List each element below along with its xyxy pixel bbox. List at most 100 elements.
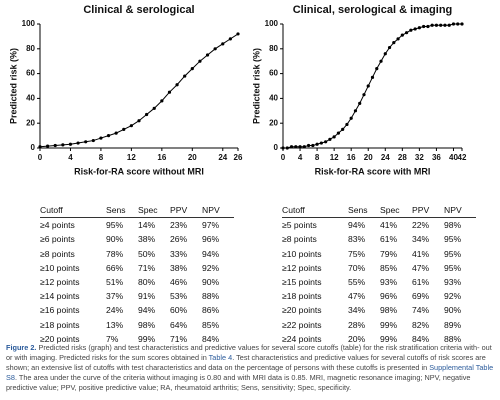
risk-point xyxy=(289,145,294,149)
risk-point xyxy=(430,23,434,27)
risk-point xyxy=(53,143,57,148)
risk-point xyxy=(137,119,141,123)
risk-point xyxy=(106,134,111,138)
cell: 90% xyxy=(202,277,220,288)
risk-point xyxy=(400,33,404,37)
cell: 95% xyxy=(444,262,462,273)
cell: 74% xyxy=(412,305,430,316)
caption-text: . The area under the curve of the criter… xyxy=(6,373,471,392)
risk-point xyxy=(379,59,383,63)
cell: 24% xyxy=(106,305,124,316)
header-cell: Spec xyxy=(380,203,412,219)
cell: 84% xyxy=(412,333,430,344)
cell: 79% xyxy=(380,248,398,259)
x-tick-label: 32 xyxy=(415,153,424,162)
risk-point xyxy=(341,127,345,131)
cell: 99% xyxy=(380,319,398,330)
risk-point xyxy=(175,83,179,87)
risk-point xyxy=(198,59,202,63)
risk-point xyxy=(345,122,349,127)
cell: 94% xyxy=(348,220,366,231)
risk-point xyxy=(336,131,341,135)
risk-point xyxy=(61,143,65,147)
x-tick-label: 0 xyxy=(38,153,43,162)
y-tick-label: 60 xyxy=(269,69,278,78)
cell: ≥6 points xyxy=(40,234,75,245)
cell: 93% xyxy=(444,277,462,288)
cell: 96% xyxy=(380,291,398,302)
x-tick-label: 16 xyxy=(347,153,356,162)
cell: ≥12 points xyxy=(40,277,80,288)
cell: 85% xyxy=(380,262,398,273)
header-cell: NPV xyxy=(444,203,476,219)
cell: ≥10 points xyxy=(40,262,80,273)
cell: 82% xyxy=(412,319,430,330)
x-tick-label: 20 xyxy=(364,153,373,162)
cell: 83% xyxy=(348,234,366,245)
x-tick-label: 28 xyxy=(398,153,407,162)
cell: 69% xyxy=(412,291,430,302)
risk-point xyxy=(298,145,302,149)
cell: 92% xyxy=(202,262,220,273)
risk-curve xyxy=(283,23,462,149)
risk-point xyxy=(392,41,396,45)
risk-point xyxy=(306,143,311,148)
cell: 14% xyxy=(138,220,156,231)
cell: 60% xyxy=(170,305,188,316)
cell: ≥8 points xyxy=(40,248,75,259)
risk-point xyxy=(460,22,464,26)
cell: ≥12 points xyxy=(282,262,322,273)
y-tick-label: 0 xyxy=(31,143,36,152)
risk-point xyxy=(91,138,95,143)
cell: ≥14 points xyxy=(40,291,80,302)
risk-point xyxy=(68,142,73,146)
cell: 95% xyxy=(444,248,462,259)
cell: 47% xyxy=(412,262,430,273)
cell: 66% xyxy=(106,262,124,273)
x-tick-label: 40 xyxy=(449,153,458,162)
risk-point xyxy=(332,135,336,139)
caption-link[interactable]: Table 4 xyxy=(208,353,233,362)
cell: 90% xyxy=(106,234,124,245)
header-row: Cutoff Sens Spec PPV NPV xyxy=(282,203,476,219)
x-axis-title: Risk-for-RA score with MRI xyxy=(315,166,431,176)
table: Cutoff Sens Spec PPV NPV ≥4 points 95% 14% 23% 97… xyxy=(40,203,234,346)
cell: 46% xyxy=(170,277,188,288)
x-tick-label: 12 xyxy=(330,153,339,162)
cell: ≥18 points xyxy=(40,319,80,330)
table: Cutoff Sens Spec PPV NPV ≥5 points 94% 41% 22% 98… xyxy=(282,203,476,346)
x-tick-label: 20 xyxy=(188,153,197,162)
cell: 99% xyxy=(380,333,398,344)
row: ≥12 points 70% 85% 47% 95% xyxy=(282,261,476,275)
cell: 26% xyxy=(170,234,188,245)
y-tick-label: 20 xyxy=(26,118,35,127)
row: ≥15 points 55% 93% 61% 93% xyxy=(282,275,476,289)
cell: 88% xyxy=(444,333,462,344)
risk-point xyxy=(76,141,80,145)
y-tick-label: 20 xyxy=(269,118,278,127)
cell: 71% xyxy=(170,333,188,344)
row: ≥22 points 28% 99% 82% 89% xyxy=(282,318,476,332)
caption-text: . Test characteristics and predictive va… xyxy=(6,353,486,372)
cell: 50% xyxy=(138,248,156,259)
row: ≥10 points 75% 79% 41% 95% xyxy=(282,247,476,261)
y-tick-label: 100 xyxy=(265,19,279,28)
x-tick-label: 42 xyxy=(458,153,467,162)
header-cell: Sens xyxy=(106,203,138,219)
cell: ≥4 points xyxy=(40,220,75,231)
cell: ≥24 points xyxy=(282,333,322,344)
cell: ≥20 points xyxy=(282,305,322,316)
row: ≥20 points 34% 98% 74% 90% xyxy=(282,303,476,317)
cell: 34% xyxy=(412,234,430,245)
cell: 95% xyxy=(444,234,462,245)
cell: 51% xyxy=(106,277,124,288)
caption-link[interactable]: Supplemental Table S8 xyxy=(6,363,494,382)
row: ≥16 points 24% 94% 60% 86% xyxy=(40,303,234,317)
cell: ≥22 points xyxy=(282,319,322,330)
cell: 70% xyxy=(348,262,366,273)
risk-point xyxy=(145,112,149,117)
risk-point xyxy=(387,45,392,50)
cell: 47% xyxy=(348,291,366,302)
y-tick-label: 80 xyxy=(26,44,35,53)
risk-curve xyxy=(39,33,239,148)
